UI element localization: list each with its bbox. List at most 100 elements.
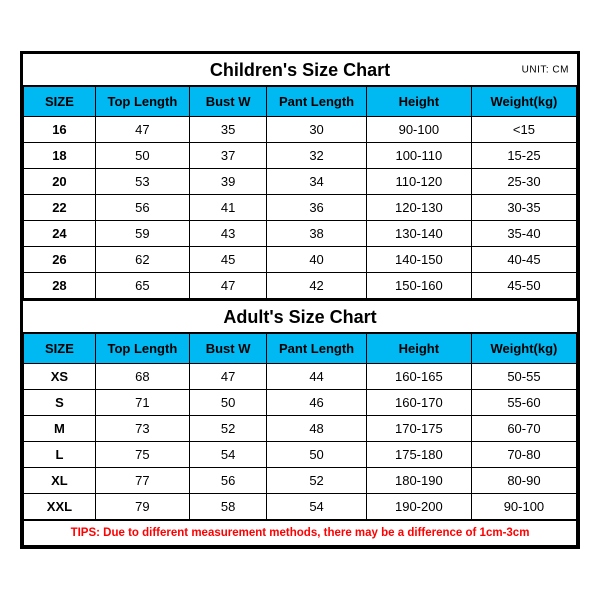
cell: 35	[189, 117, 266, 143]
cell: 54	[267, 494, 367, 520]
cell: 22	[24, 195, 96, 221]
col-size: SIZE	[24, 334, 96, 364]
cell: 62	[95, 247, 189, 273]
cell: 50	[189, 390, 266, 416]
table-row: L755450175-18070-80	[24, 442, 577, 468]
children-title: Children's Size Chart	[210, 60, 390, 80]
table-row: XXL795854190-20090-100	[24, 494, 577, 520]
children-header-row: SIZE Top Length Bust W Pant Length Heigh…	[24, 87, 577, 117]
unit-label: UNIT: CM	[522, 64, 569, 75]
cell: 47	[95, 117, 189, 143]
col-bust-w: Bust W	[189, 334, 266, 364]
cell: 47	[189, 273, 266, 299]
cell: 38	[267, 221, 367, 247]
cell: 50	[267, 442, 367, 468]
cell: 37	[189, 143, 266, 169]
size-chart-container: Children's Size Chart UNIT: CM SIZE Top …	[20, 51, 580, 549]
cell: 80-90	[471, 468, 576, 494]
col-pant-length: Pant Length	[267, 334, 367, 364]
cell: 70-80	[471, 442, 576, 468]
col-top-length: Top Length	[95, 87, 189, 117]
adult-table: SIZE Top Length Bust W Pant Length Heigh…	[23, 333, 577, 520]
cell: 43	[189, 221, 266, 247]
cell: 79	[95, 494, 189, 520]
cell: 175-180	[366, 442, 471, 468]
cell: 90-100	[471, 494, 576, 520]
cell: 58	[189, 494, 266, 520]
tips-row: TIPS: Due to different measurement metho…	[24, 521, 577, 546]
cell: 47	[189, 364, 266, 390]
cell: 45	[189, 247, 266, 273]
cell: 54	[189, 442, 266, 468]
cell: 30-35	[471, 195, 576, 221]
cell: 130-140	[366, 221, 471, 247]
cell: 150-160	[366, 273, 471, 299]
cell: 24	[24, 221, 96, 247]
adult-title: Adult's Size Chart	[223, 307, 376, 327]
cell: 41	[189, 195, 266, 221]
cell: 40	[267, 247, 367, 273]
table-row: 20533934110-12025-30	[24, 169, 577, 195]
table-row: XS684744160-16550-55	[24, 364, 577, 390]
cell: 50-55	[471, 364, 576, 390]
cell: S	[24, 390, 96, 416]
adult-header-row: SIZE Top Length Bust W Pant Length Heigh…	[24, 334, 577, 364]
cell: 160-165	[366, 364, 471, 390]
cell: 16	[24, 117, 96, 143]
cell: XS	[24, 364, 96, 390]
cell: 25-30	[471, 169, 576, 195]
cell: 30	[267, 117, 367, 143]
cell: 190-200	[366, 494, 471, 520]
cell: 100-110	[366, 143, 471, 169]
table-row: 24594338130-14035-40	[24, 221, 577, 247]
tips-table: TIPS: Due to different measurement metho…	[23, 520, 577, 546]
cell: 44	[267, 364, 367, 390]
cell: 42	[267, 273, 367, 299]
cell: 120-130	[366, 195, 471, 221]
cell: <15	[471, 117, 576, 143]
col-size: SIZE	[24, 87, 96, 117]
cell: 77	[95, 468, 189, 494]
cell: XL	[24, 468, 96, 494]
table-row: 1647353090-100<15	[24, 117, 577, 143]
cell: 39	[189, 169, 266, 195]
table-row: XL775652180-19080-90	[24, 468, 577, 494]
table-row: 22564136120-13030-35	[24, 195, 577, 221]
cell: 26	[24, 247, 96, 273]
cell: 46	[267, 390, 367, 416]
cell: 68	[95, 364, 189, 390]
cell: 53	[95, 169, 189, 195]
cell: 110-120	[366, 169, 471, 195]
adult-tbody: XS684744160-16550-55S715046160-17055-60M…	[24, 364, 577, 520]
cell: 59	[95, 221, 189, 247]
cell: XXL	[24, 494, 96, 520]
cell: 140-150	[366, 247, 471, 273]
col-pant-length: Pant Length	[267, 87, 367, 117]
cell: 48	[267, 416, 367, 442]
adult-title-row: Adult's Size Chart	[23, 299, 577, 333]
cell: 180-190	[366, 468, 471, 494]
col-weight: Weight(kg)	[471, 334, 576, 364]
children-table: SIZE Top Length Bust W Pant Length Heigh…	[23, 86, 577, 299]
col-top-length: Top Length	[95, 334, 189, 364]
cell: 45-50	[471, 273, 576, 299]
cell: 52	[189, 416, 266, 442]
col-height: Height	[366, 334, 471, 364]
col-bust-w: Bust W	[189, 87, 266, 117]
table-row: M735248170-17560-70	[24, 416, 577, 442]
cell: 55-60	[471, 390, 576, 416]
cell: M	[24, 416, 96, 442]
table-row: 28654742150-16045-50	[24, 273, 577, 299]
cell: 36	[267, 195, 367, 221]
children-tbody: 1647353090-100<1518503732100-11015-25205…	[24, 117, 577, 299]
table-row: 18503732100-11015-25	[24, 143, 577, 169]
col-weight: Weight(kg)	[471, 87, 576, 117]
cell: L	[24, 442, 96, 468]
cell: 34	[267, 169, 367, 195]
cell: 52	[267, 468, 367, 494]
cell: 40-45	[471, 247, 576, 273]
cell: 160-170	[366, 390, 471, 416]
cell: 35-40	[471, 221, 576, 247]
cell: 20	[24, 169, 96, 195]
cell: 18	[24, 143, 96, 169]
